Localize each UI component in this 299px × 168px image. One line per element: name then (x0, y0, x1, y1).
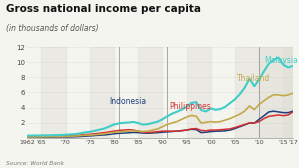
Bar (283, 47, 293, 138)
Bar (259, 47, 293, 138)
Bar (235, 47, 259, 138)
Bar (90, 47, 114, 138)
Text: (in thousands of dollars): (in thousands of dollars) (6, 24, 99, 33)
Bar (42, 47, 65, 138)
Text: Thailand: Thailand (237, 74, 271, 83)
Text: Source: World Bank: Source: World Bank (6, 161, 64, 166)
Text: Indonesia: Indonesia (109, 97, 146, 106)
Bar (187, 47, 211, 138)
Text: Philippines: Philippines (170, 102, 211, 111)
Text: Malaysia: Malaysia (264, 56, 298, 65)
Bar (138, 47, 162, 138)
Text: Gross national income per capita: Gross national income per capita (6, 4, 201, 14)
